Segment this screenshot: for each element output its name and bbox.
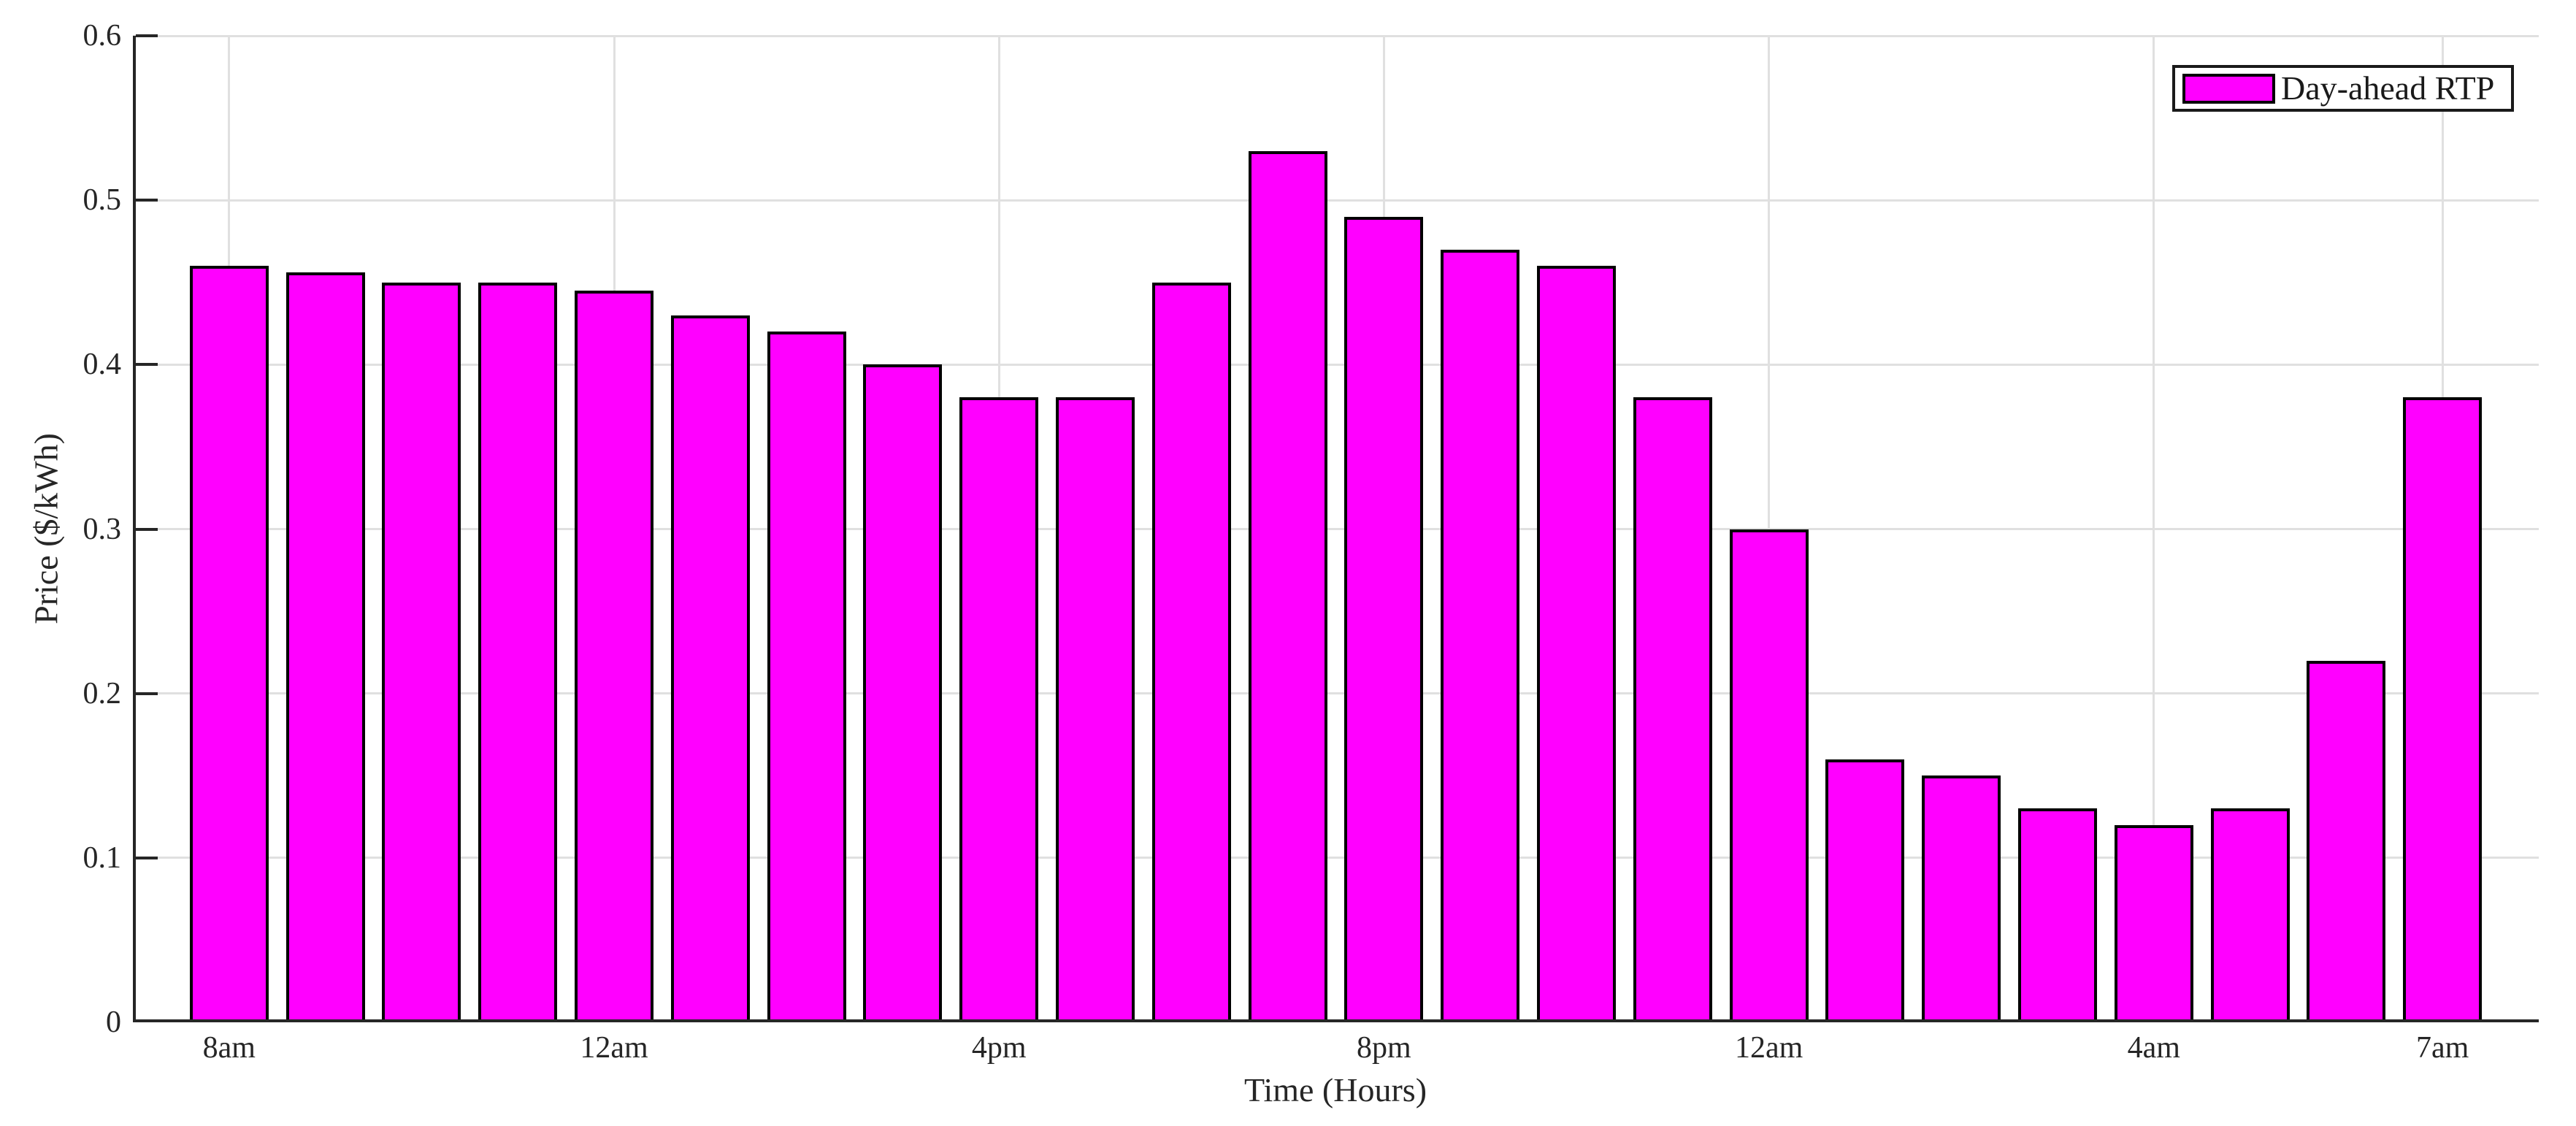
bar [2018,808,2097,1022]
y-axis-title: Price ($/kWh) [27,433,65,624]
y-tick-label: 0.5 [83,183,122,218]
bar [2114,824,2193,1022]
y-tick-label: 0.3 [83,512,122,546]
bar [1151,282,1231,1022]
bar [575,291,653,1022]
bar [767,332,846,1022]
bar [1825,759,1905,1022]
y-tick-label: 0.1 [83,840,122,875]
bar [285,272,365,1022]
legend-label: Day-ahead RTP [2281,69,2495,107]
bar [478,282,558,1022]
bar [382,282,461,1022]
h-gridline [133,34,2539,37]
bar [670,315,750,1022]
bar [1537,266,1616,1022]
x-tick-label: 12am [580,1031,648,1065]
y-tick-label: 0 [106,1006,121,1039]
y-tick-label: 0.6 [83,19,122,53]
h-gridline [133,857,2539,859]
bar [1056,397,1135,1022]
h-gridline [133,528,2539,530]
bar [189,266,269,1022]
y-tick-mark [136,199,158,202]
bar [2307,660,2386,1022]
x-tick-label: 8am [202,1031,256,1065]
bar [2403,397,2483,1022]
y-axis-line [133,36,136,1022]
bar [1344,216,1424,1022]
legend: Day-ahead RTP [2172,65,2514,112]
h-gridline [133,692,2539,695]
bar [1922,775,2001,1022]
y-tick-mark [136,692,158,695]
h-gridline [133,363,2539,366]
bar [863,364,943,1022]
x-axis-line [133,1019,2539,1022]
bar [1729,529,1809,1022]
plot-area [133,34,2539,1022]
h-gridline [133,199,2539,202]
bar [959,397,1039,1022]
x-tick-label: 12am [1734,1031,1803,1065]
bar [1248,150,1327,1022]
y-tick-label: 0.4 [83,348,122,382]
y-tick-mark [136,363,158,367]
v-gridline [2153,36,2155,1022]
x-axis-title: Time (Hours) [1243,1071,1427,1108]
y-tick-label: 0.2 [83,676,122,711]
legend-swatch-icon [2182,73,2275,104]
y-tick-mark [136,856,158,859]
bar [1633,397,1712,1022]
x-tick-label: 8pm [1357,1031,1411,1065]
x-tick-label: 7am [2416,1031,2469,1065]
x-tick-label: 4pm [971,1031,1027,1065]
x-tick-label: 4am [2127,1031,2180,1065]
y-tick-mark [136,34,158,37]
bar [1441,249,1520,1022]
bar [2210,808,2290,1022]
y-tick-mark [136,527,158,531]
